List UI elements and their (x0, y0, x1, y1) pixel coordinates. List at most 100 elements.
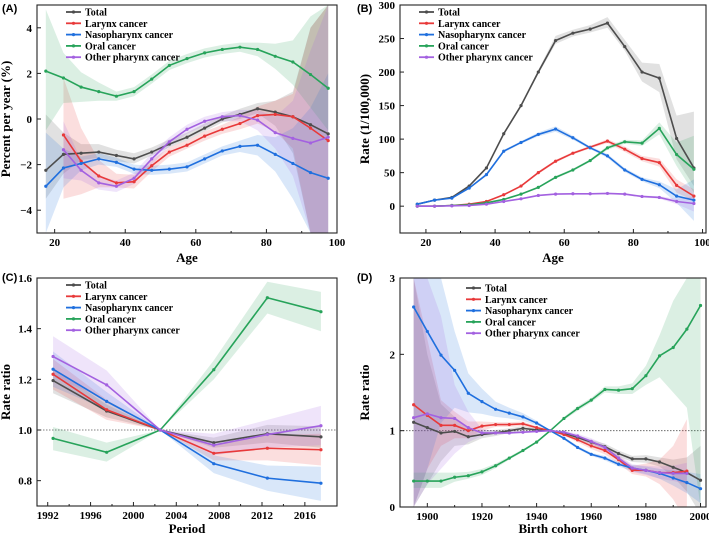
data-point-total (698, 478, 703, 482)
legend-item: Nasopharynx cancer (466, 306, 574, 317)
data-point-larynx-cancer (575, 438, 580, 442)
legend-marker (471, 320, 476, 324)
x-tick-label: 100 (694, 237, 709, 249)
x-tick-label: 80 (261, 237, 273, 249)
data-point-nasopharynx-cancer (698, 487, 703, 491)
data-point-nasopharynx-cancer (571, 136, 575, 140)
legend-marker (424, 44, 429, 48)
y-tick-label: −2 (20, 160, 32, 172)
legend-item: Larynx cancer (66, 19, 148, 30)
panel-label: (C) (2, 272, 18, 284)
ci-band-nasopharynx-cancer (417, 126, 694, 221)
data-point-oral-cancer (466, 474, 470, 478)
data-point-larynx-cancer (640, 156, 644, 161)
data-point-other-pharynx-cancer (657, 471, 662, 475)
ci-band-oral-cancer (53, 281, 321, 462)
data-point-oral-cancer (603, 387, 607, 392)
data-point-other-pharynx-cancer (494, 431, 498, 435)
legend-label: Larynx cancer (438, 19, 501, 30)
legend-label: Total (85, 281, 107, 292)
legend-label: Other pharynx cancer (85, 326, 180, 337)
data-point-other-pharynx-cancer (675, 199, 679, 204)
data-point-other-pharynx-cancer (553, 192, 558, 196)
data-point-other-pharynx-cancer (685, 471, 689, 476)
y-tick-label: 0 (390, 201, 396, 213)
data-point-total (273, 110, 277, 114)
x-axis-title: Age (542, 250, 564, 265)
x-axis-title: Period (169, 521, 207, 536)
series-line-total (52, 379, 321, 444)
legend-marker (424, 10, 429, 14)
x-tick-label: 60 (190, 237, 202, 249)
data-point-total (616, 451, 621, 456)
data-point-larynx-cancer (535, 426, 539, 430)
y-tick-label: 100 (379, 134, 396, 146)
data-point-larynx-cancer (439, 423, 443, 427)
data-point-larynx-cancer (167, 150, 171, 154)
data-point-larynx-cancer (589, 444, 593, 448)
legend-label: Other pharynx cancer (438, 53, 533, 64)
legend-marker (71, 55, 76, 59)
data-point-larynx-cancer (212, 451, 216, 455)
x-tick-label: 1980 (635, 511, 658, 523)
data-point-oral-cancer (571, 168, 575, 172)
data-point-larynx-cancer (521, 422, 525, 426)
data-point-nasopharynx-cancer (640, 177, 644, 181)
data-point-oral-cancer (439, 479, 443, 483)
x-tick-label: 2000 (690, 511, 709, 523)
ci-band-nasopharynx-cancer (413, 278, 701, 507)
legend-item: Total (466, 284, 507, 295)
data-point-oral-cancer (657, 126, 661, 130)
data-point-other-pharynx-cancer (273, 131, 277, 135)
legend-label: Oral cancer (438, 41, 489, 52)
y-tick-label: 1.2 (18, 374, 32, 386)
data-point-larynx-cancer (603, 448, 607, 453)
panel-label: (D) (357, 272, 373, 284)
data-point-total (453, 429, 457, 434)
data-point-other-pharynx-cancer (150, 157, 154, 161)
data-point-total (203, 126, 207, 130)
ci-band-oral-cancer (45, 5, 329, 131)
data-point-total (507, 429, 511, 433)
data-point-oral-cancer (535, 440, 539, 444)
data-point-oral-cancer (507, 456, 511, 460)
data-point-larynx-cancer (203, 134, 207, 138)
data-point-other-pharynx-cancer (450, 204, 454, 208)
data-point-other-pharynx-cancer (79, 168, 83, 172)
series-line-larynx-cancer (62, 113, 329, 184)
data-point-nasopharynx-cancer (450, 196, 454, 200)
legend-item: Larynx cancer (66, 292, 148, 303)
data-point-other-pharynx-cancer (467, 203, 471, 208)
data-point-oral-cancer (132, 90, 136, 94)
data-point-oral-cancer (453, 475, 457, 479)
data-point-nasopharynx-cancer (521, 415, 525, 419)
legend-label: Larynx cancer (85, 19, 148, 30)
data-point-nasopharynx-cancer (589, 452, 593, 456)
data-point-nasopharynx-cancer (588, 146, 592, 150)
data-point-oral-cancer (605, 146, 610, 150)
legend-item: Total (66, 8, 107, 19)
data-point-other-pharynx-cancer (291, 136, 295, 140)
data-point-nasopharynx-cancer (562, 436, 566, 440)
data-point-other-pharynx-cancer (536, 193, 540, 198)
data-point-other-pharynx-cancer (453, 416, 457, 421)
data-point-oral-cancer (326, 86, 330, 90)
data-point-larynx-cancer (519, 184, 523, 188)
x-tick-label: 40 (120, 237, 132, 249)
data-point-nasopharynx-cancer (291, 161, 295, 166)
data-point-other-pharynx-cancer (484, 202, 489, 206)
ci-band-larynx-cancer (63, 5, 329, 233)
legend-item: Larynx cancer (466, 295, 548, 306)
legend-marker (71, 10, 76, 14)
data-point-nasopharynx-cancer (692, 198, 696, 202)
data-point-nasopharynx-cancer (439, 353, 443, 357)
legend-marker (424, 33, 429, 37)
data-point-larynx-cancer (536, 171, 540, 175)
ci-band-larynx-cancer (53, 359, 321, 466)
y-tick-label: −4 (20, 205, 32, 217)
plot-area (37, 281, 337, 501)
data-point-total (553, 38, 558, 43)
data-point-oral-cancer (291, 60, 295, 64)
data-point-other-pharynx-cancer (521, 430, 525, 434)
x-tick-label: 1992 (37, 510, 60, 522)
